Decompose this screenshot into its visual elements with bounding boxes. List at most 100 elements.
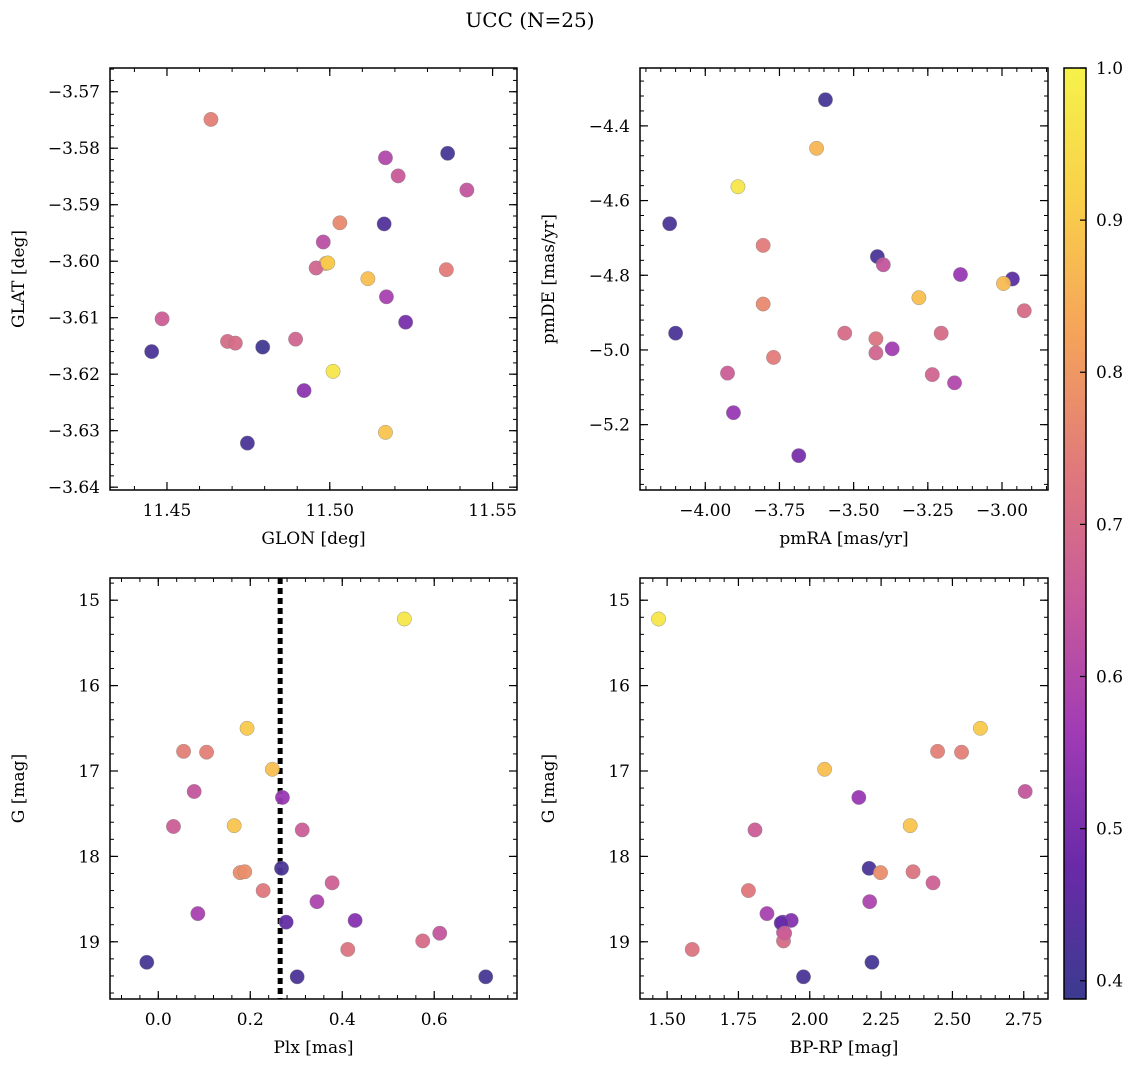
- x-tick-label: 0.4: [329, 1010, 356, 1030]
- data-point: [884, 341, 900, 357]
- y-tick-label: 16: [78, 677, 100, 697]
- axes-frame: [109, 577, 518, 1000]
- data-point: [809, 140, 824, 156]
- colorbar-tick-label: 0.9: [1096, 211, 1123, 231]
- data-point: [766, 350, 781, 365]
- data-point: [902, 818, 918, 834]
- y-tick-label: 19: [608, 933, 630, 953]
- data-point: [332, 215, 348, 231]
- data-point: [755, 296, 771, 312]
- x-tick-label: −3.50: [828, 501, 880, 521]
- axes-frame: [639, 67, 1049, 491]
- colorbar-frame: [1063, 67, 1087, 1000]
- data-point: [274, 860, 289, 876]
- data-point: [933, 325, 949, 341]
- data-point: [438, 262, 454, 278]
- data-point: [662, 216, 678, 232]
- x-tick-label: 0.2: [237, 1010, 264, 1030]
- x-tick-label: 2.75: [1005, 1010, 1043, 1030]
- x-tick-label: 11.50: [305, 501, 354, 521]
- data-point: [1016, 303, 1032, 319]
- data-point: [154, 311, 170, 327]
- y-tick-label: −4.4: [589, 117, 630, 137]
- data-point: [684, 942, 700, 957]
- data-point: [875, 257, 891, 273]
- data-point: [166, 819, 181, 834]
- data-layer: [662, 92, 1032, 464]
- data-point: [478, 969, 494, 985]
- axes-frame: [109, 67, 518, 491]
- y-axis-label: G [mag]: [539, 754, 559, 823]
- data-point: [347, 913, 363, 928]
- x-tick-label: 2.50: [933, 1010, 971, 1030]
- x-tick-label: −3.00: [976, 501, 1028, 521]
- data-point: [953, 267, 968, 282]
- data-point: [726, 405, 741, 421]
- data-layer: [139, 578, 494, 999]
- data-point: [190, 906, 206, 922]
- data-point: [390, 168, 406, 184]
- data-point: [911, 290, 927, 306]
- data-point: [237, 864, 253, 880]
- y-tick-label: 15: [78, 591, 100, 611]
- data-point: [264, 761, 280, 777]
- data-point: [905, 864, 921, 880]
- y-tick-label: −3.57: [48, 83, 100, 103]
- colorbar-tick-label: 0.8: [1096, 363, 1123, 383]
- colorbar-tick-label: 0.7: [1096, 515, 1123, 535]
- colorbar-tick-label: 0.4: [1096, 972, 1123, 992]
- data-point: [791, 448, 807, 464]
- y-tick-label: 17: [608, 762, 630, 782]
- data-point: [817, 761, 832, 777]
- x-tick-label: 0.6: [421, 1010, 448, 1030]
- scatter-panel-1: 11.45 11.50 11.55 −3.64 −3.63 −3.62 −3.61 −3.60…: [9, 67, 518, 549]
- y-tick-label: −5.0: [589, 341, 630, 361]
- data-point: [837, 325, 853, 341]
- y-tick-label: 16: [608, 677, 630, 697]
- data-point: [868, 345, 884, 361]
- data-point: [862, 894, 878, 910]
- y-tick-label: −3.61: [48, 309, 100, 329]
- data-point: [255, 339, 271, 355]
- data-point: [239, 720, 255, 736]
- y-axis-label: GLAT [deg]: [9, 230, 29, 328]
- data-point: [296, 383, 312, 398]
- data-point: [378, 150, 393, 166]
- data-point: [668, 325, 684, 341]
- data-point: [777, 925, 793, 941]
- data-point: [378, 424, 393, 440]
- data-point: [432, 925, 448, 941]
- x-axis-label: GLON [deg]: [261, 529, 365, 549]
- scatter-panel-4: 1.50 1.75 2.00 2.25 2.50 2.75 15 16 17 18 19 BP-RP …: [539, 577, 1049, 1058]
- data-point: [376, 216, 392, 232]
- data-point: [459, 182, 475, 198]
- y-tick-label: −4.6: [589, 192, 630, 212]
- data-point: [186, 784, 202, 799]
- scatter-panel-3: 0.0 0.2 0.4 0.6 15 16 17 18 19 Plx [mas] G [mag]: [9, 577, 518, 1058]
- data-point: [930, 743, 945, 759]
- data-layer: [651, 611, 1033, 985]
- data-point: [379, 289, 394, 305]
- data-point: [275, 790, 290, 805]
- data-point: [176, 743, 191, 759]
- data-point: [651, 611, 666, 627]
- data-point: [203, 112, 219, 127]
- y-tick-label: −3.64: [48, 478, 100, 498]
- data-point: [199, 744, 214, 760]
- x-axis-label: Plx [mas]: [273, 1038, 353, 1058]
- data-point: [139, 954, 155, 970]
- data-point: [227, 335, 243, 351]
- data-point: [924, 367, 940, 383]
- x-tick-label: 11.55: [468, 501, 517, 521]
- figure-title: UCC (N=25): [465, 8, 594, 32]
- x-tick-label: 2.25: [862, 1010, 900, 1030]
- data-point: [324, 875, 340, 891]
- data-point: [440, 145, 456, 161]
- data-point: [925, 875, 941, 891]
- data-layer: [144, 112, 475, 451]
- data-point: [360, 271, 376, 287]
- scatter-panel-2: −4.00 −3.75 −3.50 −3.25 −3.00 −5.2 −5.0 −4.8 −4.…: [539, 67, 1049, 549]
- y-axis-label: G [mag]: [9, 754, 29, 823]
- x-tick-label: −4.00: [679, 501, 731, 521]
- data-point: [398, 314, 414, 330]
